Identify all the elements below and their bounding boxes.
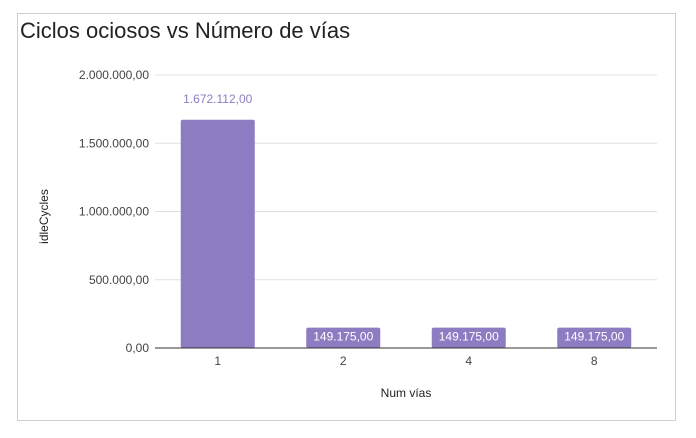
bar-4[interactable]	[431, 327, 506, 348]
y-tick-label: 2.000.000,00	[79, 68, 149, 82]
y-tick-label: 1.000.000,00	[79, 205, 149, 219]
bar-2[interactable]	[306, 327, 381, 348]
x-tick-label: 8	[591, 354, 598, 368]
data-label: 149.175,00	[439, 330, 499, 344]
chart-title: Ciclos ociosos vs Número de vías	[20, 18, 351, 43]
bar-1[interactable]	[180, 119, 255, 348]
data-label: 149.175,00	[564, 330, 624, 344]
x-tick-label: 4	[465, 354, 472, 368]
y-axis-title: idleCycles	[37, 189, 51, 244]
y-tick-label: 500.000,00	[89, 273, 149, 287]
x-tick-label: 2	[340, 354, 347, 368]
data-label: 1.672.112,00	[183, 92, 253, 106]
chart-frame	[17, 13, 676, 421]
data-label: 149.175,00	[313, 330, 373, 344]
y-tick-label: 0,00	[126, 341, 150, 355]
x-axis-title: Num vías	[381, 386, 432, 400]
y-tick-label: 1.500.000,00	[79, 136, 149, 150]
bar-8[interactable]	[557, 327, 632, 348]
x-tick-label: 1	[214, 354, 221, 368]
